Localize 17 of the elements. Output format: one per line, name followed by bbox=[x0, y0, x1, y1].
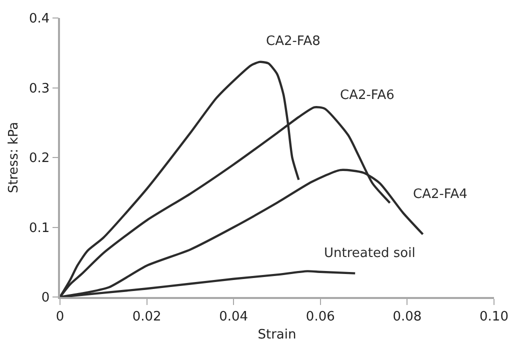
x-tick-label: 0 bbox=[56, 309, 64, 324]
x-tick-label: 0.06 bbox=[306, 309, 335, 324]
series-label: CA2-FA4 bbox=[413, 187, 468, 202]
y-tick-label: 0.2 bbox=[28, 151, 50, 166]
x-tick-label: 0.04 bbox=[219, 309, 248, 324]
x-axis-title: Strain bbox=[258, 327, 296, 342]
series-label: CA2-FA6 bbox=[340, 88, 394, 103]
y-tick-label: 0.3 bbox=[28, 81, 50, 96]
x-tick-label: 0.10 bbox=[480, 309, 508, 324]
series-label: Untreated soil bbox=[324, 246, 416, 261]
x-tick-label: 0.02 bbox=[132, 309, 162, 324]
y-tick-label: 0.4 bbox=[28, 12, 50, 27]
y-axis-title: Stress: kPa bbox=[6, 122, 22, 194]
y-tick-label: 0 bbox=[41, 290, 50, 306]
series-label: CA2-FA8 bbox=[266, 34, 320, 49]
y-tick-label: 0.1 bbox=[28, 220, 50, 236]
x-tick-label: 0.08 bbox=[392, 309, 422, 324]
